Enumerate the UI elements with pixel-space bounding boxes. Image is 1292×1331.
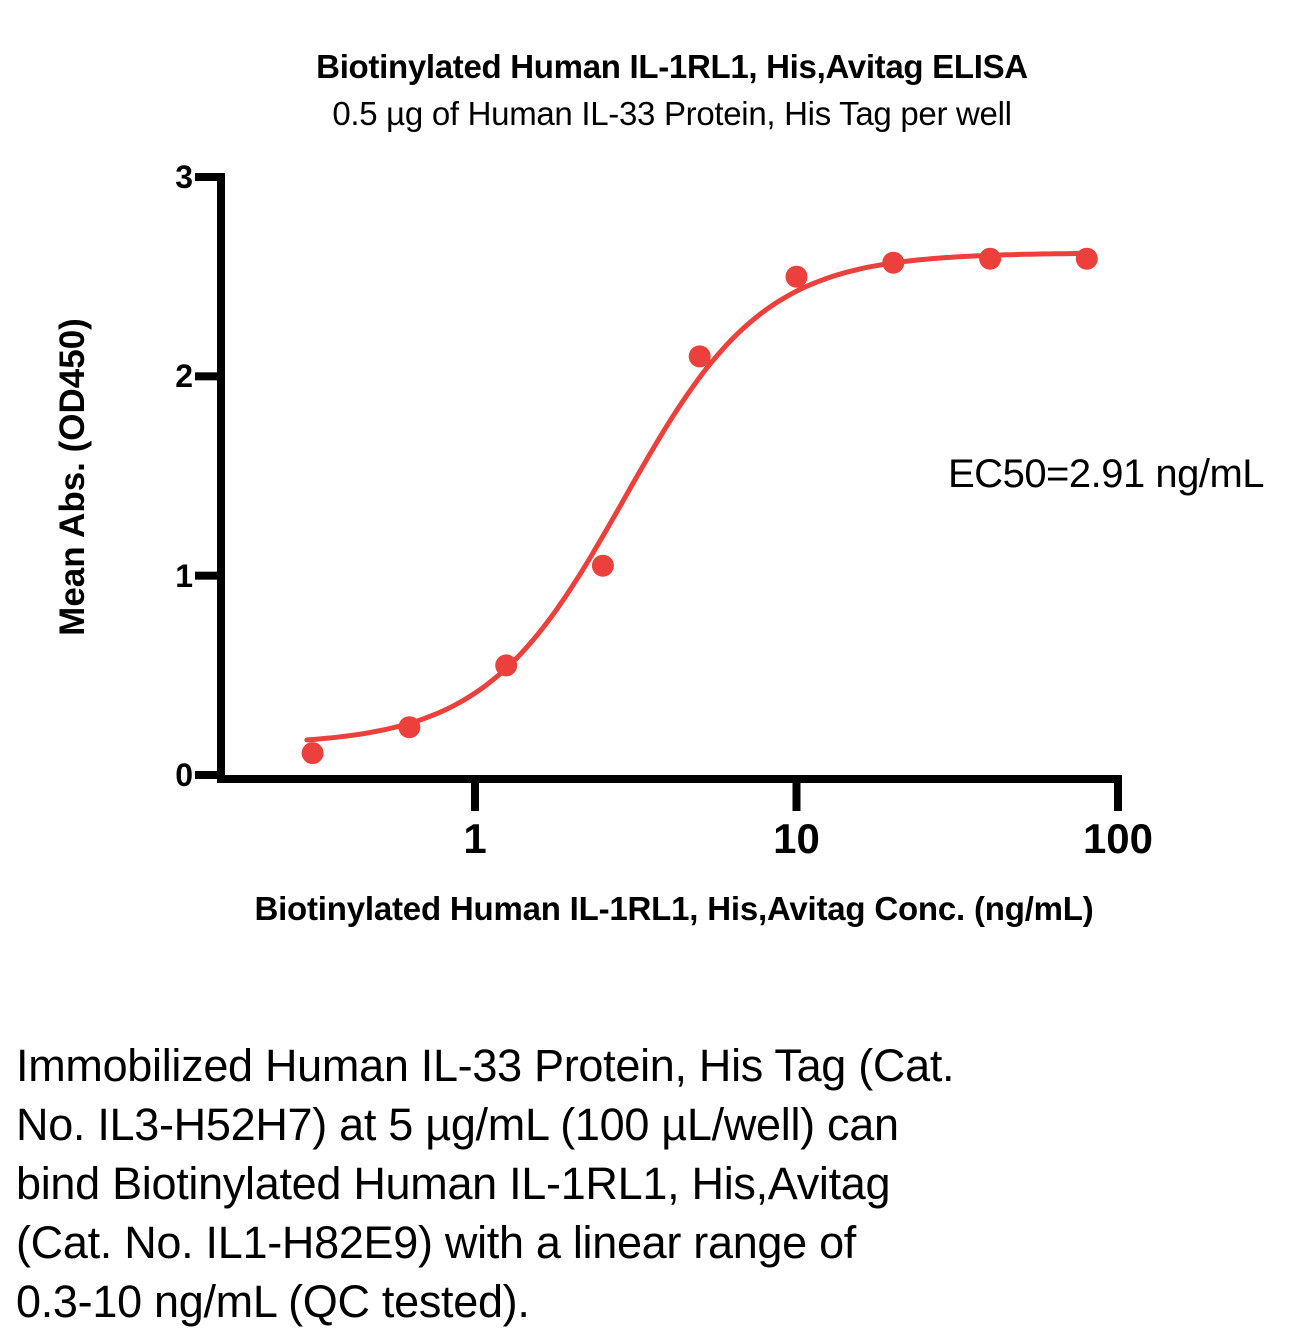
y-tick bbox=[195, 173, 217, 182]
y-tick-label: 0 bbox=[175, 757, 193, 793]
data-point bbox=[301, 742, 324, 765]
y-tick-label: 3 bbox=[175, 159, 193, 195]
data-point bbox=[785, 265, 808, 288]
y-axis-line bbox=[217, 173, 225, 783]
x-axis-line bbox=[217, 775, 1122, 783]
caption-line: (Cat. No. IL1-H82E9) with a linear range… bbox=[16, 1217, 857, 1268]
x-tick bbox=[1114, 783, 1122, 811]
data-point bbox=[979, 247, 1002, 270]
caption-line: bind Biotinylated Human IL-1RL1, His,Avi… bbox=[16, 1158, 891, 1209]
caption: Immobilized Human IL-33 Protein, His Tag… bbox=[16, 1036, 955, 1331]
fit-curve bbox=[304, 250, 1092, 743]
caption-line: 0.3-10 ng/mL (QC tested). bbox=[16, 1276, 530, 1327]
y-tick-label: 2 bbox=[175, 358, 193, 395]
caption-line: No. IL3-H52H7) at 5 µg/mL (100 µL/well) … bbox=[16, 1099, 899, 1150]
x-tick-label: 1 bbox=[463, 815, 487, 862]
data-point bbox=[688, 345, 711, 368]
data-point bbox=[1075, 247, 1098, 270]
data-point bbox=[591, 554, 614, 577]
x-tick bbox=[792, 783, 801, 811]
x-tick-label: 100 bbox=[1082, 815, 1154, 862]
y-tick-label: 1 bbox=[175, 557, 193, 594]
x-tick bbox=[471, 783, 479, 811]
data-point bbox=[495, 654, 518, 677]
chart-subtitle: 0.5 µg of Human IL-33 Protein, His Tag p… bbox=[332, 95, 1012, 132]
y-tick bbox=[195, 372, 217, 381]
ec50-annotation: EC50=2.91 ng/mL bbox=[948, 452, 1265, 496]
data-point bbox=[882, 251, 905, 274]
y-tick bbox=[195, 771, 217, 779]
x-axis-title: Biotinylated Human IL-1RL1, His,Avitag C… bbox=[254, 890, 1094, 927]
y-tick bbox=[195, 571, 217, 580]
chart-title: Biotinylated Human IL-1RL1, His,Avitag E… bbox=[316, 48, 1028, 85]
x-tick-label: 10 bbox=[773, 815, 820, 862]
data-point bbox=[398, 716, 421, 739]
caption-line: Immobilized Human IL-33 Protein, His Tag… bbox=[16, 1040, 955, 1091]
